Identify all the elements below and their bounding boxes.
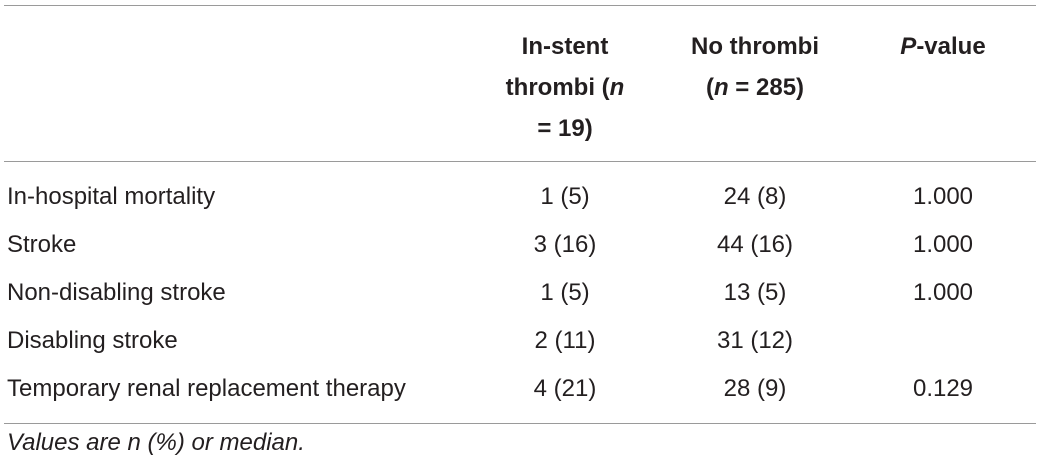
cell: 1.000 — [912, 231, 974, 258]
cell: 28 (9) — [723, 375, 787, 402]
cell: 2 (11) — [534, 327, 596, 354]
header-cell — [4, 6, 470, 162]
cell: 1.000 — [912, 279, 974, 306]
header-cell: P-value — [850, 6, 1036, 162]
cell — [850, 317, 1036, 365]
cell: 44 (16) — [716, 231, 794, 258]
cell: 1 (5) — [540, 279, 590, 306]
cell: 31 (12) — [716, 327, 794, 354]
header-row: In-stent thrombi (n = 19) No thrombi (n =… — [4, 5, 1036, 162]
cell: 4 (21) — [533, 375, 597, 402]
cell: 0.129 — [912, 375, 974, 402]
footnote: Values are n (%) or median. — [7, 429, 305, 456]
row-label: Disabling stroke — [7, 327, 178, 354]
row-label: Temporary renal replacement therapy — [7, 375, 406, 402]
header-text: No thrombi ( — [691, 33, 819, 101]
row-label: Stroke — [7, 231, 77, 258]
cell: 3 (16) — [533, 231, 597, 258]
cell: 13 (5) — [723, 279, 787, 306]
header-text: In-stent thrombi ( — [505, 33, 610, 101]
header-text: -value — [916, 33, 986, 60]
cell: 1.000 — [912, 183, 974, 210]
header-text: n — [609, 74, 625, 101]
table-body: In-hospital mortality 1 (5) 24 (8) 1.000 Str… — [4, 162, 1036, 424]
header-text: = 285) — [728, 74, 805, 101]
cell: 1 (5) — [540, 183, 590, 210]
table-row: Temporary renal replacement therapy 4 (21… — [4, 365, 1036, 424]
cell: 24 (8) — [723, 183, 787, 210]
row-label: Non-disabling stroke — [7, 279, 226, 306]
data-table: In-stent thrombi (n = 19) No thrombi (n =… — [4, 5, 1036, 424]
table-row: Disabling stroke 2 (11) 31 (12) — [4, 317, 1036, 365]
row-label: In-hospital mortality — [7, 183, 216, 210]
header-cell: No thrombi (n = 285) — [660, 6, 850, 162]
header-text: n — [713, 74, 729, 101]
header-cell: In-stent thrombi (n = 19) — [470, 6, 660, 162]
table-row: In-hospital mortality 1 (5) 24 (8) 1.000 — [4, 162, 1036, 222]
table-row: Stroke 3 (16) 44 (16) 1.000 — [4, 221, 1036, 269]
header-text: = 19) — [537, 115, 593, 142]
table-row: Non-disabling stroke 1 (5) 13 (5) 1.000 — [4, 269, 1036, 317]
header-text: P — [900, 33, 917, 60]
